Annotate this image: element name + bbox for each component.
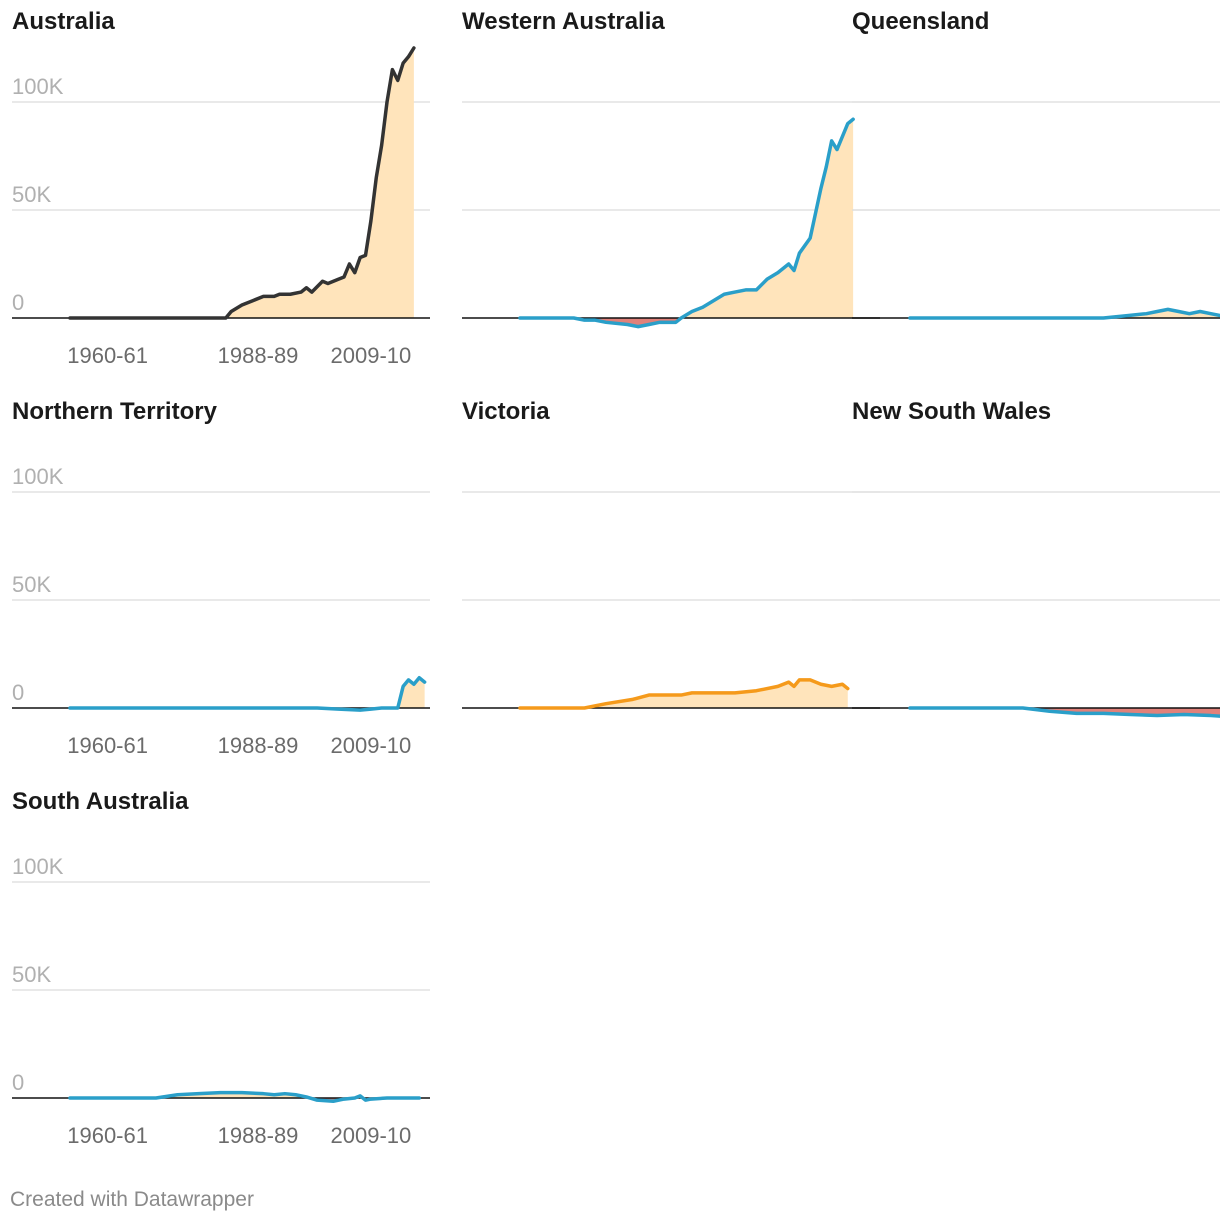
panel-australia: 0 50K 100K 1960-61 1988-89 2009-10 Australia xyxy=(12,0,430,368)
y-tick-label: 50K xyxy=(12,182,51,207)
panel-northern-territory: 0 50K 100K 1960-61 1988-89 2009-10 Northern Te… xyxy=(12,390,430,758)
x-tick-label: 2009-10 xyxy=(331,733,412,758)
x-tick-label: 1988-89 xyxy=(218,343,299,368)
area-chart-svg: 0 50K 100K 1960-61 1988-89 2009-10 xyxy=(12,46,430,368)
area-positive xyxy=(70,677,425,708)
area-positive xyxy=(520,679,848,708)
area-chart-svg: 0 50K 100K 1960-61 1988-89 2009-10 xyxy=(12,854,430,1148)
panel-new-south-wales: New South Wales xyxy=(852,390,1220,750)
y-tick-label: 50K xyxy=(12,572,51,597)
area-chart-svg xyxy=(462,101,880,329)
panel-south-australia: 0 50K 100K 1960-61 1988-89 2009-10 South Austr… xyxy=(12,780,430,1148)
panel-title: New South Wales xyxy=(852,398,1052,425)
panel-victoria: Victoria xyxy=(462,390,880,750)
area-negative xyxy=(910,247,1220,318)
panel-title: Queensland xyxy=(852,8,990,35)
x-tick-label: 1988-89 xyxy=(218,733,299,758)
area-chart-svg xyxy=(852,101,1220,320)
y-tick-label: 0 xyxy=(12,290,24,315)
y-tick-label: 100K xyxy=(12,854,64,879)
x-tick-label: 1960-61 xyxy=(67,1123,148,1148)
y-tick-label: 0 xyxy=(12,1070,24,1095)
panel-title: Victoria xyxy=(462,398,550,425)
series-line xyxy=(518,678,850,710)
area-positive xyxy=(70,48,414,318)
x-tick-label: 2009-10 xyxy=(331,1123,412,1148)
area-chart-svg: 0 50K 100K 1960-61 1988-89 2009-10 xyxy=(12,464,430,758)
series-line xyxy=(68,676,427,712)
series-line xyxy=(68,1090,421,1103)
y-tick-label: 100K xyxy=(12,464,64,489)
area-positive xyxy=(910,309,1220,318)
series-line xyxy=(68,46,416,320)
panel-queensland: Queensland xyxy=(852,0,1220,360)
y-tick-label: 100K xyxy=(12,74,64,99)
y-tick-label: 50K xyxy=(12,962,51,987)
series-line xyxy=(908,706,1220,718)
panel-title: South Australia xyxy=(12,788,189,815)
panel-title: Western Australia xyxy=(462,8,665,35)
x-tick-label: 2009-10 xyxy=(331,343,412,368)
y-tick-label: 0 xyxy=(12,680,24,705)
area-negative xyxy=(70,708,425,711)
series-line xyxy=(518,117,855,329)
area-chart-svg xyxy=(462,491,880,710)
panel-title: Australia xyxy=(12,8,115,35)
series-line xyxy=(908,307,1220,320)
area-positive xyxy=(70,1092,420,1098)
x-tick-label: 1960-61 xyxy=(67,343,148,368)
panel-title: Northern Territory xyxy=(12,398,217,425)
panel-western-australia: Western Australia xyxy=(462,0,880,360)
credit-footer: Created with Datawrapper xyxy=(10,1188,254,1211)
area-chart-svg xyxy=(852,491,1220,718)
area-positive xyxy=(520,119,854,318)
x-tick-label: 1960-61 xyxy=(67,733,148,758)
x-tick-label: 1988-89 xyxy=(218,1123,299,1148)
